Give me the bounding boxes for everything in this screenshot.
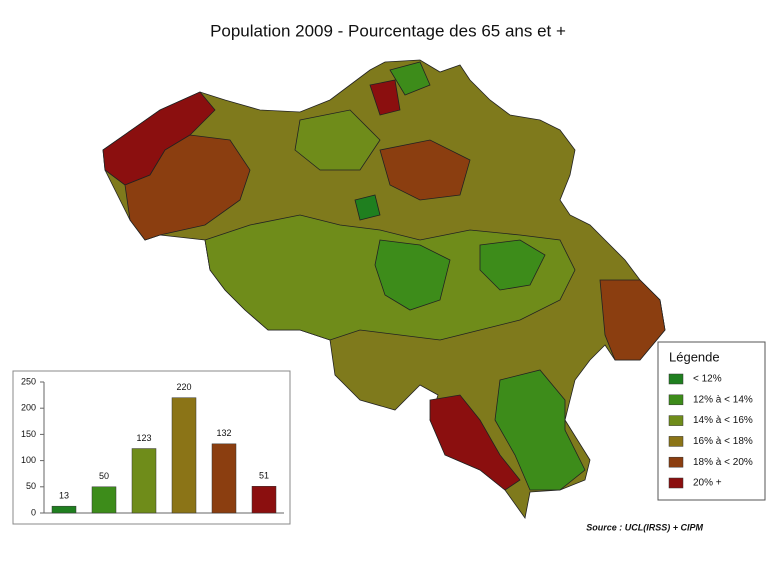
y-tick-label: 250 [21, 376, 36, 386]
region [124, 134, 251, 241]
region [369, 79, 401, 116]
bar [251, 486, 277, 514]
source: Source : UCL(IRSS) + CIPM [586, 522, 703, 532]
legend-swatch [668, 394, 684, 406]
region [374, 239, 451, 311]
title: Population 2009 - Pourcentage des 65 ans… [210, 21, 566, 40]
region [494, 369, 586, 491]
legend-title: Légende [669, 349, 720, 364]
legend-swatch [668, 456, 684, 468]
bar [131, 448, 157, 514]
region [389, 61, 431, 96]
legend-label: 20% + [693, 478, 722, 489]
value-label: 51 [259, 471, 269, 481]
value-label: 13 [59, 491, 69, 501]
y-tick-label: 150 [21, 429, 36, 439]
value-label: 123 [136, 433, 151, 443]
histogram: 0 50 100 150 200 250 13 50 123 220 132 51 [21, 376, 284, 517]
legend-swatch [668, 477, 684, 489]
bar [171, 397, 197, 514]
bar [51, 505, 77, 514]
legend-swatch [668, 436, 684, 447]
legend-label: 14% à < 16% [693, 415, 753, 426]
legend-label: < 12% [693, 374, 722, 385]
legend-label: 18% à < 20% [693, 457, 753, 468]
region [429, 394, 521, 491]
legend: < 12% 12% à < 14% 14% à < 16% 16% à < 18% 18… [668, 373, 753, 489]
legend-swatch [668, 415, 684, 426]
legend-swatch [668, 373, 684, 385]
region [479, 239, 546, 291]
y-tick-label: 50 [26, 481, 36, 491]
region [354, 194, 381, 221]
legend-label: 12% à < 14% [693, 394, 753, 405]
y-tick-label: 0 [31, 507, 36, 517]
value-label: 50 [99, 471, 109, 481]
region [379, 139, 471, 201]
value-label: 132 [216, 428, 231, 438]
bar [91, 486, 117, 514]
legend-label: 16% à < 18% [693, 436, 753, 447]
y-tick-label: 200 [21, 403, 36, 413]
value-label: 220 [176, 382, 191, 392]
belgium-map [102, 59, 666, 519]
region [294, 109, 381, 171]
bar [211, 443, 237, 514]
y-tick-label: 100 [21, 455, 36, 465]
region [599, 279, 666, 361]
